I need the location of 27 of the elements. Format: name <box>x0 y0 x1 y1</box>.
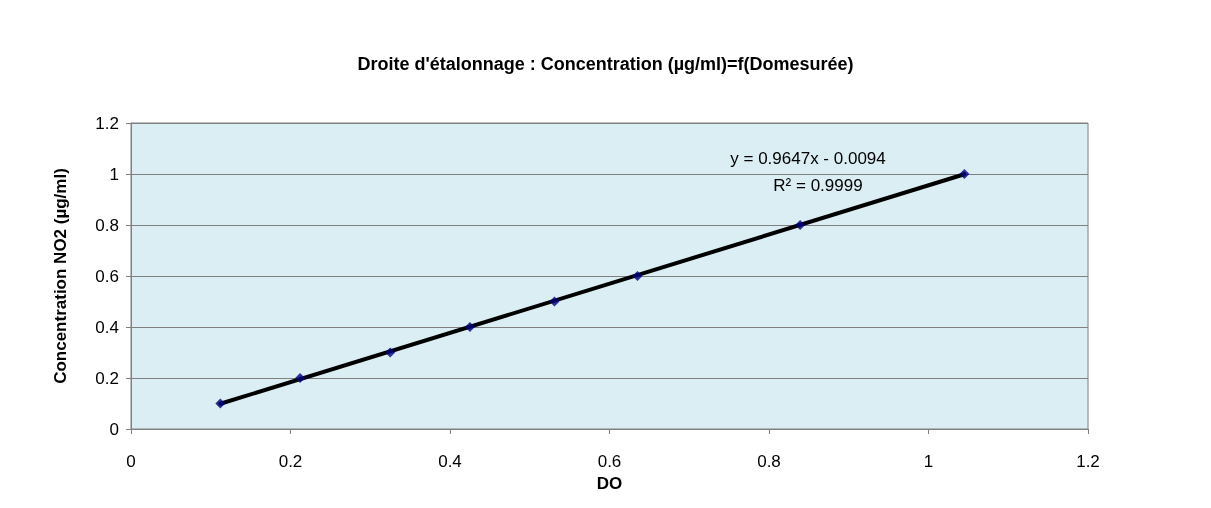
x-axis-title: DO <box>596 473 623 493</box>
chart-title: Droite d'étalonnage : Concentration (µg/ml)=f(Domesurée) <box>357 54 854 74</box>
x-tick-label: 1.2 <box>1076 452 1100 471</box>
point <box>795 220 806 230</box>
y-tick-label: 1 <box>109 164 119 184</box>
annotation: R² = 0.9999 <box>773 175 863 195</box>
point <box>549 296 560 307</box>
x-tick-label: 0.8 <box>757 452 781 471</box>
x-tick-label: 0.2 <box>278 452 303 471</box>
y-axis-title: Concentration NO2 (µg/ml) <box>51 168 70 384</box>
y-tick-label: 0 <box>109 419 119 439</box>
y-tick-label: 0.6 <box>95 266 119 286</box>
x-tick-label: 0.6 <box>597 452 622 471</box>
x-tick-label: 0.4 <box>438 452 462 471</box>
x-tick-label: 1 <box>923 452 934 471</box>
point <box>632 271 643 281</box>
point <box>295 373 306 383</box>
point <box>385 347 396 358</box>
point <box>215 398 226 409</box>
point <box>959 169 970 179</box>
y-tick-label: 1.2 <box>95 113 119 133</box>
y-tick-label: 0.2 <box>95 368 119 388</box>
point <box>464 322 475 332</box>
x-tick-label: 0 <box>126 452 136 471</box>
y-tick-label: 0.8 <box>95 215 119 235</box>
y-tick-label: 0.4 <box>95 317 119 337</box>
annotation: y = 0.9647x - 0.0094 <box>730 148 886 168</box>
